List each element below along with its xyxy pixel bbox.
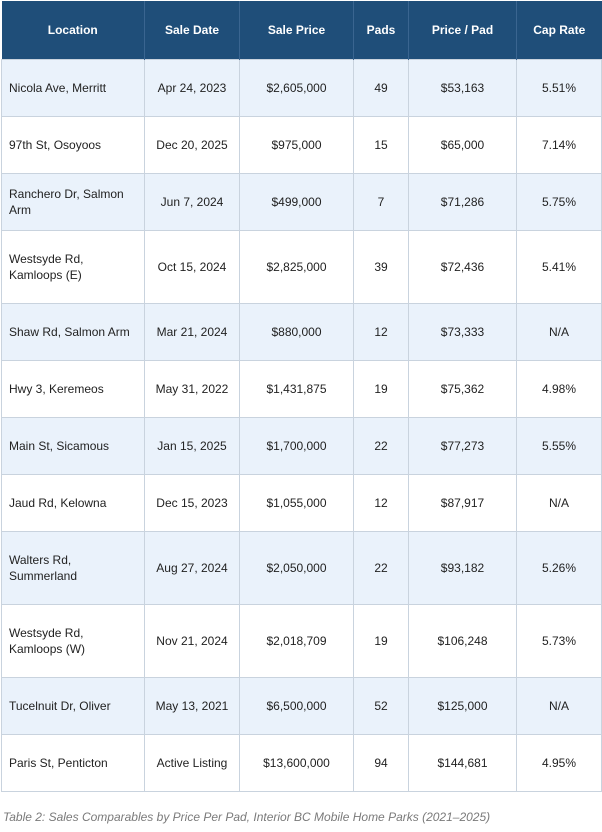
cell-sale-date: Aug 27, 2024 <box>144 531 240 605</box>
cell-sale-date: Apr 24, 2023 <box>144 59 240 117</box>
table-caption: Table 2: Sales Comparables by Price Per … <box>3 810 491 824</box>
cell-pads: 22 <box>353 417 409 475</box>
cell-cap-rate: 5.26% <box>516 531 602 605</box>
cell-cap-rate: N/A <box>516 474 602 532</box>
header-location: Location <box>1 1 145 60</box>
cell-price-per-pad: $144,681 <box>408 734 517 792</box>
cell-sale-price: $2,825,000 <box>239 230 354 304</box>
table-row: Paris St, Penticton Active Listing $13,6… <box>1 734 602 792</box>
cell-sale-date: Mar 21, 2024 <box>144 303 240 361</box>
cell-sale-price: $975,000 <box>239 116 354 174</box>
cell-pads: 49 <box>353 59 409 117</box>
header-sale-price: Sale Price <box>239 1 354 60</box>
cell-pads: 94 <box>353 734 409 792</box>
cell-cap-rate: 5.41% <box>516 230 602 304</box>
cell-price-per-pad: $77,273 <box>408 417 517 475</box>
cell-pads: 19 <box>353 360 409 418</box>
cell-sale-price: $13,600,000 <box>239 734 354 792</box>
table-body: Nicola Ave, Merritt Apr 24, 2023 $2,605,… <box>1 59 602 792</box>
cell-location: Hwy 3, Keremeos <box>1 360 145 418</box>
cell-location: Westsyde Rd, Kamloops (W) <box>1 604 145 678</box>
cell-sale-date: Jan 15, 2025 <box>144 417 240 475</box>
cell-cap-rate: N/A <box>516 303 602 361</box>
header-row: Location Sale Date Sale Price Pads Price… <box>1 1 602 60</box>
header-price-per-pad: Price / Pad <box>408 1 517 60</box>
table-row: Jaud Rd, Kelowna Dec 15, 2023 $1,055,000… <box>1 474 602 532</box>
cell-price-per-pad: $75,362 <box>408 360 517 418</box>
table-row: Hwy 3, Keremeos May 31, 2022 $1,431,875 … <box>1 360 602 418</box>
cell-cap-rate: 7.14% <box>516 116 602 174</box>
cell-pads: 39 <box>353 230 409 304</box>
cell-price-per-pad: $73,333 <box>408 303 517 361</box>
table-row: Westsyde Rd, Kamloops (W) Nov 21, 2024 $… <box>1 604 602 678</box>
cell-location: Jaud Rd, Kelowna <box>1 474 145 532</box>
cell-price-per-pad: $125,000 <box>408 677 517 735</box>
cell-sale-price: $880,000 <box>239 303 354 361</box>
cell-cap-rate: 5.73% <box>516 604 602 678</box>
cell-cap-rate: 5.55% <box>516 417 602 475</box>
cell-price-per-pad: $106,248 <box>408 604 517 678</box>
cell-sale-date: Nov 21, 2024 <box>144 604 240 678</box>
cell-sale-price: $499,000 <box>239 173 354 231</box>
table-row: Westsyde Rd, Kamloops (E) Oct 15, 2024 $… <box>1 230 602 304</box>
table-row: Shaw Rd, Salmon Arm Mar 21, 2024 $880,00… <box>1 303 602 361</box>
cell-sale-date: Jun 7, 2024 <box>144 173 240 231</box>
cell-cap-rate: N/A <box>516 677 602 735</box>
table-row: Ranchero Dr, Salmon Arm Jun 7, 2024 $499… <box>1 173 602 231</box>
header-cap-rate: Cap Rate <box>516 1 602 60</box>
cell-sale-date: Oct 15, 2024 <box>144 230 240 304</box>
cell-price-per-pad: $72,436 <box>408 230 517 304</box>
table-header: Location Sale Date Sale Price Pads Price… <box>1 1 602 60</box>
cell-price-per-pad: $71,286 <box>408 173 517 231</box>
cell-cap-rate: 5.75% <box>516 173 602 231</box>
cell-pads: 22 <box>353 531 409 605</box>
cell-sale-price: $2,018,709 <box>239 604 354 678</box>
cell-price-per-pad: $87,917 <box>408 474 517 532</box>
cell-cap-rate: 4.98% <box>516 360 602 418</box>
table-row: Main St, Sicamous Jan 15, 2025 $1,700,00… <box>1 417 602 475</box>
cell-pads: 52 <box>353 677 409 735</box>
cell-location: 97th St, Osoyoos <box>1 116 145 174</box>
cell-sale-price: $2,050,000 <box>239 531 354 605</box>
table-row: Nicola Ave, Merritt Apr 24, 2023 $2,605,… <box>1 59 602 117</box>
cell-pads: 15 <box>353 116 409 174</box>
cell-pads: 12 <box>353 474 409 532</box>
sales-comparables-table-wrapper: Location Sale Date Sale Price Pads Price… <box>1 1 602 792</box>
cell-location: Paris St, Penticton <box>1 734 145 792</box>
cell-price-per-pad: $65,000 <box>408 116 517 174</box>
cell-sale-date: Dec 20, 2025 <box>144 116 240 174</box>
cell-location: Walters Rd, Summerland <box>1 531 145 605</box>
cell-location: Tucelnuit Dr, Oliver <box>1 677 145 735</box>
cell-cap-rate: 5.51% <box>516 59 602 117</box>
cell-sale-date: Active Listing <box>144 734 240 792</box>
cell-location: Nicola Ave, Merritt <box>1 59 145 117</box>
cell-sale-price: $2,605,000 <box>239 59 354 117</box>
header-pads: Pads <box>353 1 409 60</box>
cell-cap-rate: 4.95% <box>516 734 602 792</box>
cell-sale-price: $6,500,000 <box>239 677 354 735</box>
cell-pads: 7 <box>353 173 409 231</box>
cell-sale-date: May 13, 2021 <box>144 677 240 735</box>
cell-price-per-pad: $93,182 <box>408 531 517 605</box>
header-sale-date: Sale Date <box>144 1 240 60</box>
cell-location: Ranchero Dr, Salmon Arm <box>1 173 145 231</box>
cell-sale-date: May 31, 2022 <box>144 360 240 418</box>
cell-pads: 12 <box>353 303 409 361</box>
table-row: Tucelnuit Dr, Oliver May 13, 2021 $6,500… <box>1 677 602 735</box>
cell-sale-price: $1,700,000 <box>239 417 354 475</box>
cell-sale-date: Dec 15, 2023 <box>144 474 240 532</box>
cell-location: Shaw Rd, Salmon Arm <box>1 303 145 361</box>
cell-location: Main St, Sicamous <box>1 417 145 475</box>
sales-comparables-table: Location Sale Date Sale Price Pads Price… <box>1 1 602 792</box>
cell-price-per-pad: $53,163 <box>408 59 517 117</box>
cell-sale-price: $1,431,875 <box>239 360 354 418</box>
table-row: 97th St, Osoyoos Dec 20, 2025 $975,000 1… <box>1 116 602 174</box>
cell-pads: 19 <box>353 604 409 678</box>
cell-location: Westsyde Rd, Kamloops (E) <box>1 230 145 304</box>
cell-sale-price: $1,055,000 <box>239 474 354 532</box>
table-row: Walters Rd, Summerland Aug 27, 2024 $2,0… <box>1 531 602 605</box>
